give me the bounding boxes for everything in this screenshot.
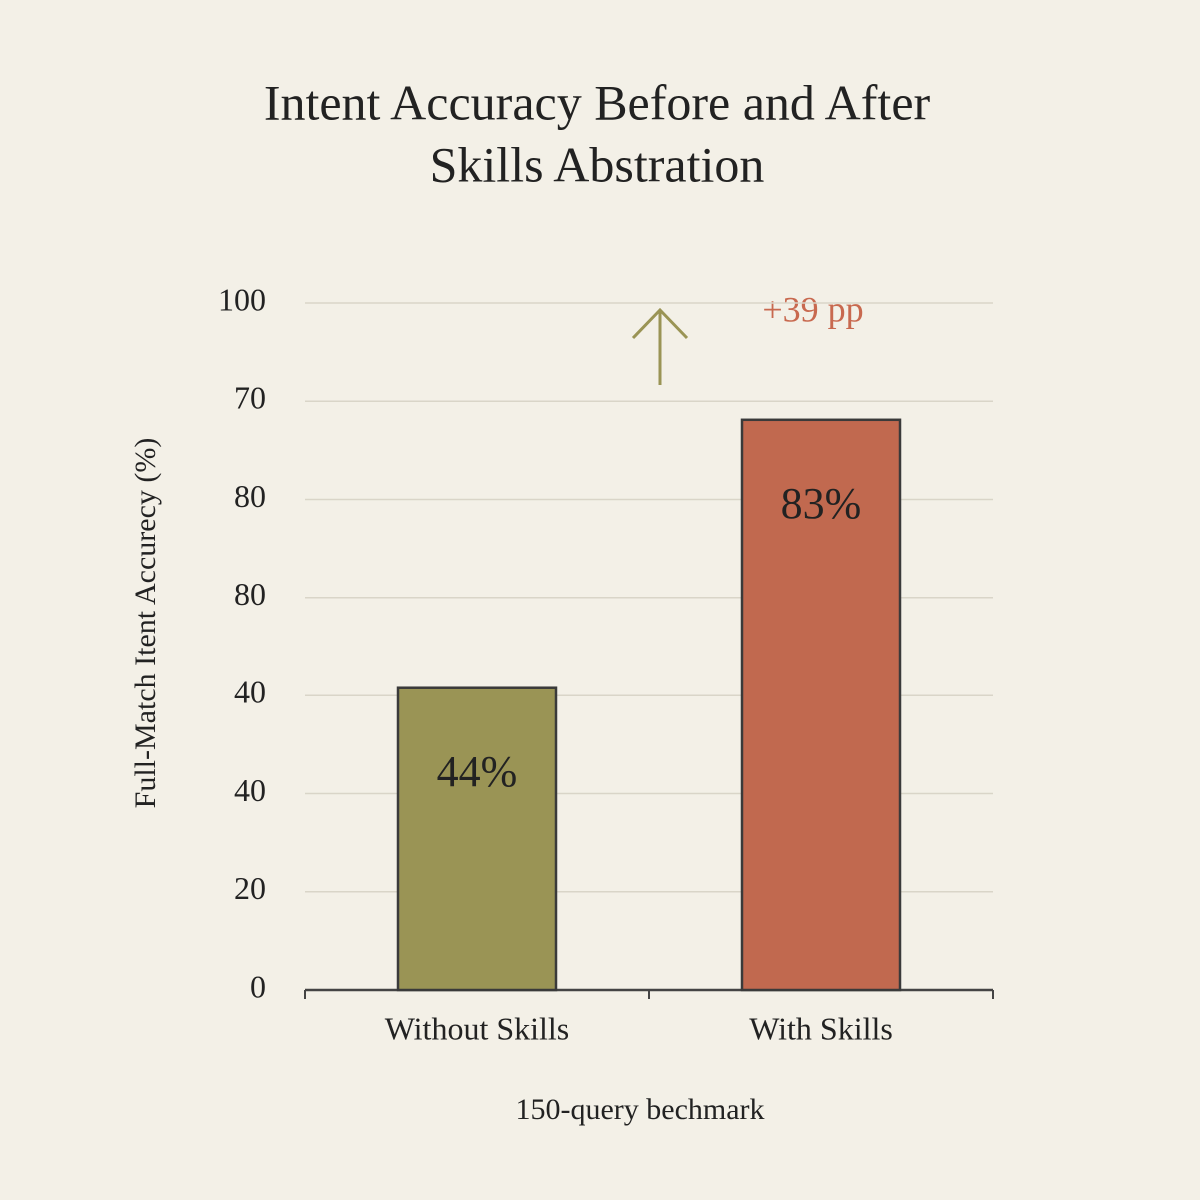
y-tick-label: 70 xyxy=(234,380,266,416)
x-tick-label: With Skills xyxy=(749,1010,893,1046)
value-label: 83% xyxy=(781,479,862,528)
x-axis-label: 150-query bechmark xyxy=(515,1093,764,1126)
y-tick-label: 40 xyxy=(234,772,266,808)
arrow xyxy=(631,307,689,385)
x-tick-label: Without Skills xyxy=(385,1010,570,1046)
y-tick-label: 80 xyxy=(234,576,266,612)
chart-title-line: Intent Accuracy Before and After xyxy=(264,74,931,130)
annotation: +39 pp xyxy=(762,289,863,329)
chart-title-line: Skills Abstration xyxy=(430,136,765,192)
y-tick-label: 100 xyxy=(218,281,266,317)
y-tick-label: 80 xyxy=(234,478,266,514)
y-tick-label: 40 xyxy=(234,674,266,710)
bar xyxy=(396,686,558,992)
y-axis-label: Full-Match Itent Accurecy (%) xyxy=(129,438,162,809)
bar xyxy=(740,418,902,992)
value-label: 44% xyxy=(437,747,518,796)
y-tick-label: 20 xyxy=(234,870,266,906)
y-tick-label: 0 xyxy=(250,968,266,1004)
